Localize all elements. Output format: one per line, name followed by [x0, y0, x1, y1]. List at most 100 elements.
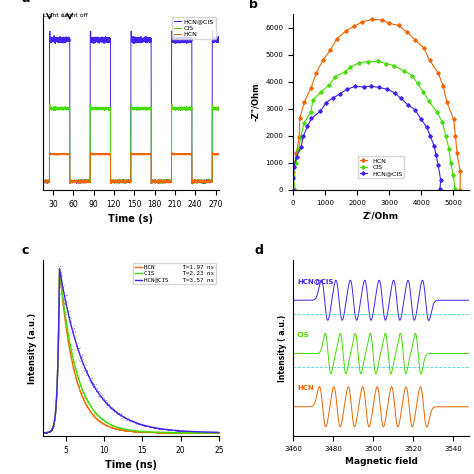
- Point: [211, 429, 219, 437]
- Point: [43, 429, 51, 437]
- Point: [136, 428, 144, 436]
- HCN: [387, 20, 392, 26]
- Point: [113, 423, 121, 431]
- Point: [112, 426, 119, 433]
- Point: [183, 429, 191, 437]
- Point: [87, 409, 95, 416]
- Point: [155, 425, 163, 432]
- Point: [118, 412, 126, 419]
- Point: [198, 428, 206, 436]
- Point: [173, 429, 181, 437]
- Point: [88, 378, 96, 386]
- Point: [161, 426, 169, 433]
- Point: [210, 429, 218, 437]
- Point: [118, 412, 126, 420]
- Point: [160, 429, 167, 437]
- Point: [45, 428, 52, 436]
- Point: [116, 410, 123, 417]
- HCN: [359, 19, 365, 25]
- Point: [98, 392, 105, 400]
- Point: [157, 425, 165, 432]
- Point: [215, 429, 223, 437]
- Point: [111, 422, 118, 430]
- Point: [41, 429, 48, 437]
- Point: [180, 429, 187, 437]
- Point: [169, 429, 177, 437]
- Point: [199, 429, 206, 437]
- Point: [60, 300, 68, 307]
- Point: [98, 418, 105, 425]
- Point: [85, 397, 92, 404]
- Point: [193, 429, 201, 437]
- CIS: [342, 69, 348, 74]
- Point: [40, 429, 48, 437]
- Point: [106, 423, 113, 430]
- Point: [215, 429, 222, 437]
- Point: [80, 365, 87, 372]
- Point: [139, 428, 147, 436]
- Point: [55, 333, 63, 341]
- Point: [66, 313, 74, 320]
- Point: [44, 428, 52, 436]
- Point: [62, 307, 69, 315]
- Point: [207, 428, 215, 436]
- HCN: [379, 17, 385, 23]
- Point: [58, 297, 65, 305]
- Point: [174, 429, 182, 437]
- Point: [53, 396, 60, 403]
- Point: [170, 429, 177, 437]
- HCN@CIS: [104, 38, 109, 44]
- Point: [162, 426, 170, 433]
- Point: [82, 403, 90, 411]
- Point: [199, 428, 207, 436]
- Point: [136, 428, 143, 436]
- Point: [198, 429, 206, 437]
- Point: [192, 428, 200, 436]
- Point: [110, 409, 118, 416]
- Point: [138, 420, 146, 428]
- Point: [59, 286, 66, 293]
- Point: [171, 427, 179, 434]
- Point: [86, 408, 93, 416]
- Point: [104, 401, 112, 408]
- Point: [155, 425, 163, 432]
- Point: [119, 413, 127, 421]
- Point: [188, 428, 196, 435]
- Point: [123, 427, 131, 435]
- Point: [152, 428, 159, 436]
- Point: [192, 428, 200, 436]
- Point: [204, 429, 211, 437]
- Point: [180, 429, 187, 437]
- Point: [182, 429, 190, 437]
- Point: [119, 427, 127, 434]
- Point: [49, 423, 57, 430]
- Point: [205, 429, 212, 437]
- Point: [88, 404, 96, 412]
- Point: [105, 401, 113, 408]
- Point: [102, 398, 109, 406]
- Point: [55, 289, 63, 296]
- Point: [196, 428, 204, 436]
- Point: [41, 429, 48, 437]
- HCN: [343, 28, 349, 34]
- Point: [134, 428, 142, 436]
- Point: [49, 424, 56, 432]
- Point: [87, 402, 94, 410]
- Point: [189, 428, 196, 436]
- Point: [108, 403, 115, 410]
- Point: [54, 359, 62, 367]
- Point: [147, 423, 155, 431]
- Point: [147, 428, 155, 436]
- Point: [179, 427, 186, 435]
- Point: [135, 420, 142, 428]
- Point: [201, 428, 208, 436]
- Point: [152, 428, 160, 436]
- Point: [206, 429, 214, 437]
- Point: [127, 427, 135, 434]
- Point: [149, 428, 156, 436]
- Point: [123, 427, 130, 435]
- Point: [123, 426, 131, 434]
- Point: [89, 411, 97, 419]
- Point: [53, 401, 60, 409]
- Point: [96, 418, 104, 425]
